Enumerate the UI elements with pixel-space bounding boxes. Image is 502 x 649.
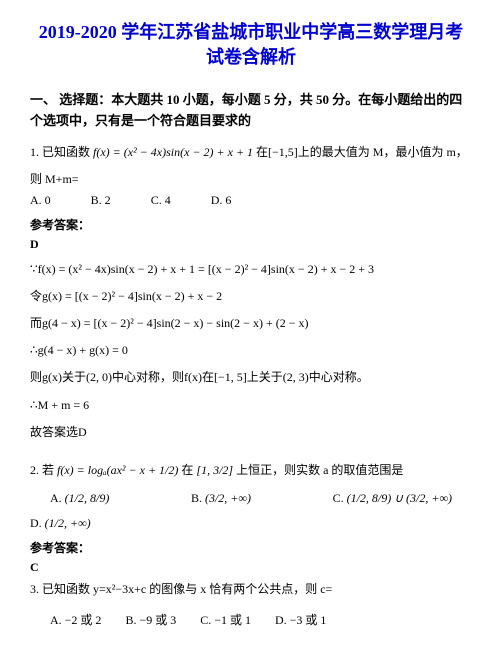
q3-options: A. −2 或 2 B. −9 或 3 C. −1 或 1 D. −3 或 1 [50, 611, 472, 628]
q2-answer: C [30, 560, 472, 575]
q2-options-row1: A. (1/2, 8/9) B. (3/2, +∞) C. (1/2, 8/9)… [30, 491, 472, 506]
q3-opt-a: A. −2 或 2 [50, 611, 101, 628]
q1-opt-b: B. 2 [91, 193, 111, 208]
q1-answer: D [30, 237, 472, 252]
q1-after: 在[−1,5]上的最大值为 M，最小值为 m， [256, 145, 468, 159]
q2-num: 2. 若 [30, 463, 57, 477]
q1-sol1: ∵f(x) = (x² − 4x)sin(x − 2) + x + 1 = [(… [30, 260, 472, 279]
q1-sol6: ∴M + m = 6 [30, 396, 472, 415]
q1-options: A. 0 B. 2 C. 4 D. 6 [30, 193, 472, 208]
q2-opt-d: D. (1/2, +∞) [30, 516, 91, 531]
q2-opt-a: A. (1/2, 8/9) [50, 491, 109, 506]
q1-line2: 则 M+m= [30, 170, 472, 187]
q2-after1: 在 [181, 463, 196, 477]
q1-sol5: 则g(x)关于(2, 0)中心对称，则f(x)在[−1, 5]上关于(2, 3)… [30, 368, 472, 387]
document-title: 2019-2020 学年江苏省盐城市职业中学高三数学理月考 试卷含解析 [30, 20, 472, 70]
q2-formula: f(x) = logₐ(ax² − x + 1/2) [57, 463, 178, 477]
section-heading-1: 一、 选择题：本大题共 10 小题，每小题 5 分，共 50 分。在每小题给出的… [30, 90, 472, 132]
q3-opt-d: D. −3 或 1 [275, 611, 326, 628]
q1-sol3: 而g(4 − x) = [(x − 2)² − 4]sin(2 − x) − s… [30, 314, 472, 333]
title-line2: 试卷含解析 [206, 47, 296, 67]
question-3: 3. 已知函数 y=x²−3x+c 的图像与 x 恰有两个公共点，则 c= [30, 579, 472, 601]
question-1: 1. 已知函数 f(x) = (x² − 4x)sin(x − 2) + x +… [30, 142, 472, 164]
q1-opt-c: C. 4 [151, 193, 171, 208]
q1-num: 1. 已知函数 [30, 145, 93, 159]
q2-answer-label: 参考答案： [30, 539, 472, 556]
q2-options-row2: D. (1/2, +∞) [30, 516, 472, 531]
title-line1: 2019-2020 学年江苏省盐城市职业中学高三数学理月考 [39, 22, 464, 42]
q1-opt-d: D. 6 [211, 193, 232, 208]
q1-opt-a: A. 0 [30, 193, 51, 208]
q2-interval: [1, 3/2] [196, 463, 233, 477]
q1-answer-label: 参考答案： [30, 216, 472, 233]
q3-opt-c: C. −1 或 1 [200, 611, 251, 628]
q2-opt-c: C. (1/2, 8/9) ∪ (3/2, +∞) [333, 491, 452, 506]
document-page: 2019-2020 学年江苏省盐城市职业中学高三数学理月考 试卷含解析 一、 选… [0, 0, 502, 648]
q1-sol7: 故答案选D [30, 423, 472, 442]
q2-after2: 上恒正，则实数 a 的取值范围是 [236, 463, 403, 477]
q1-formula: f(x) = (x² − 4x)sin(x − 2) + x + 1 [93, 145, 253, 159]
question-2: 2. 若 f(x) = logₐ(ax² − x + 1/2) 在 [1, 3/… [30, 460, 472, 482]
q1-sol2: 令g(x) = [(x − 2)² − 4]sin(x − 2) + x − 2 [30, 287, 472, 306]
q3-opt-b: B. −9 或 3 [125, 611, 176, 628]
q1-sol4: ∴g(4 − x) + g(x) = 0 [30, 341, 472, 360]
q2-opt-b: B. (3/2, +∞) [191, 491, 251, 506]
